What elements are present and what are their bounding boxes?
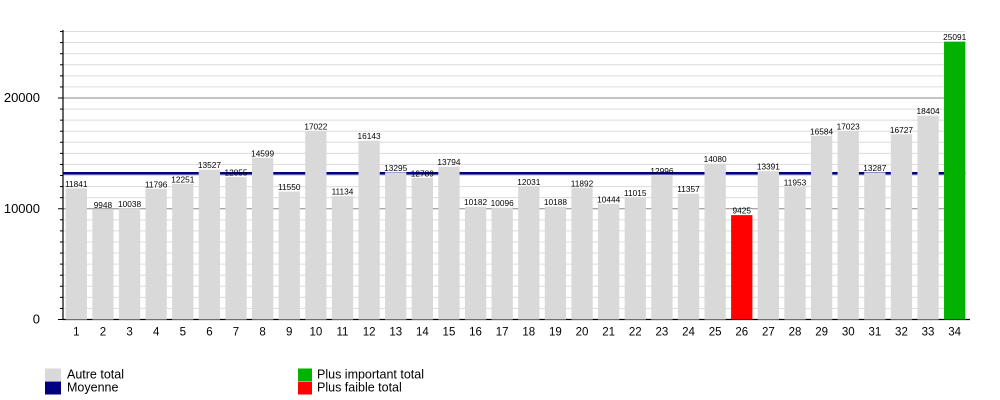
svg-text:12031: 12031 — [517, 177, 540, 187]
svg-text:18404: 18404 — [917, 106, 940, 116]
svg-text:22: 22 — [629, 327, 642, 339]
svg-text:17022: 17022 — [304, 121, 327, 131]
svg-text:11841: 11841 — [65, 179, 88, 189]
svg-text:12855: 12855 — [224, 168, 247, 178]
svg-text:16143: 16143 — [358, 131, 381, 141]
svg-text:26: 26 — [735, 327, 748, 339]
svg-text:11796: 11796 — [145, 179, 168, 189]
svg-text:17: 17 — [496, 327, 509, 339]
svg-text:16: 16 — [469, 327, 482, 339]
svg-text:9425: 9425 — [733, 206, 752, 216]
svg-text:33: 33 — [922, 327, 935, 339]
svg-text:20: 20 — [576, 327, 589, 339]
svg-text:20000: 20000 — [4, 90, 40, 105]
svg-text:Plus faible total: Plus faible total — [317, 381, 402, 395]
svg-text:29: 29 — [815, 327, 828, 339]
svg-text:13794: 13794 — [437, 157, 460, 167]
svg-text:11: 11 — [337, 327, 349, 339]
svg-text:5: 5 — [180, 327, 186, 339]
svg-text:14080: 14080 — [704, 154, 727, 164]
svg-text:1: 1 — [73, 327, 79, 339]
svg-text:12789: 12789 — [411, 168, 434, 178]
svg-text:21: 21 — [602, 327, 615, 339]
svg-text:12996: 12996 — [650, 166, 673, 176]
svg-text:18: 18 — [522, 327, 535, 339]
svg-text:10096: 10096 — [491, 198, 514, 208]
svg-text:15: 15 — [443, 327, 456, 339]
svg-text:9948: 9948 — [94, 200, 113, 210]
svg-text:10: 10 — [309, 327, 322, 339]
svg-text:16584: 16584 — [810, 126, 833, 136]
svg-text:3: 3 — [126, 327, 132, 339]
svg-text:13295: 13295 — [384, 163, 407, 173]
svg-text:11953: 11953 — [784, 178, 807, 188]
svg-text:19: 19 — [549, 327, 562, 339]
svg-text:12251: 12251 — [171, 174, 194, 184]
svg-text:10038: 10038 — [118, 199, 141, 209]
svg-text:10000: 10000 — [4, 201, 40, 216]
svg-text:11134: 11134 — [332, 187, 354, 197]
svg-text:30: 30 — [842, 327, 855, 339]
svg-text:11892: 11892 — [571, 178, 594, 188]
svg-text:14599: 14599 — [251, 148, 274, 158]
svg-text:2: 2 — [100, 327, 106, 339]
svg-text:16727: 16727 — [890, 125, 913, 135]
svg-text:13527: 13527 — [198, 160, 221, 170]
svg-text:17023: 17023 — [837, 121, 860, 131]
svg-text:13287: 13287 — [863, 163, 886, 173]
svg-text:9: 9 — [286, 327, 292, 339]
svg-text:12: 12 — [363, 327, 376, 339]
svg-text:7: 7 — [233, 327, 239, 339]
svg-text:8: 8 — [259, 327, 265, 339]
svg-text:23: 23 — [656, 327, 669, 339]
svg-text:25: 25 — [709, 327, 722, 339]
svg-text:31: 31 — [868, 327, 881, 339]
svg-text:24: 24 — [682, 327, 695, 339]
svg-text:10444: 10444 — [597, 194, 620, 204]
svg-text:34: 34 — [948, 327, 961, 339]
svg-text:27: 27 — [762, 327, 775, 339]
svg-text:13391: 13391 — [757, 162, 780, 172]
svg-text:4: 4 — [153, 327, 160, 339]
svg-text:11357: 11357 — [677, 184, 700, 194]
svg-text:25091: 25091 — [943, 32, 966, 42]
svg-text:6: 6 — [206, 327, 212, 339]
svg-text:11550: 11550 — [278, 182, 301, 192]
svg-text:Moyenne: Moyenne — [67, 381, 118, 395]
svg-text:10188: 10188 — [544, 197, 567, 207]
svg-text:Autre total: Autre total — [67, 368, 124, 382]
svg-text:10182: 10182 — [464, 197, 487, 207]
svg-text:0: 0 — [33, 312, 40, 327]
svg-text:14: 14 — [416, 327, 429, 339]
svg-text:Plus important total: Plus important total — [317, 368, 424, 382]
svg-text:13: 13 — [389, 327, 402, 339]
svg-text:11015: 11015 — [624, 188, 647, 198]
svg-text:28: 28 — [789, 327, 802, 339]
svg-text:32: 32 — [895, 327, 908, 339]
